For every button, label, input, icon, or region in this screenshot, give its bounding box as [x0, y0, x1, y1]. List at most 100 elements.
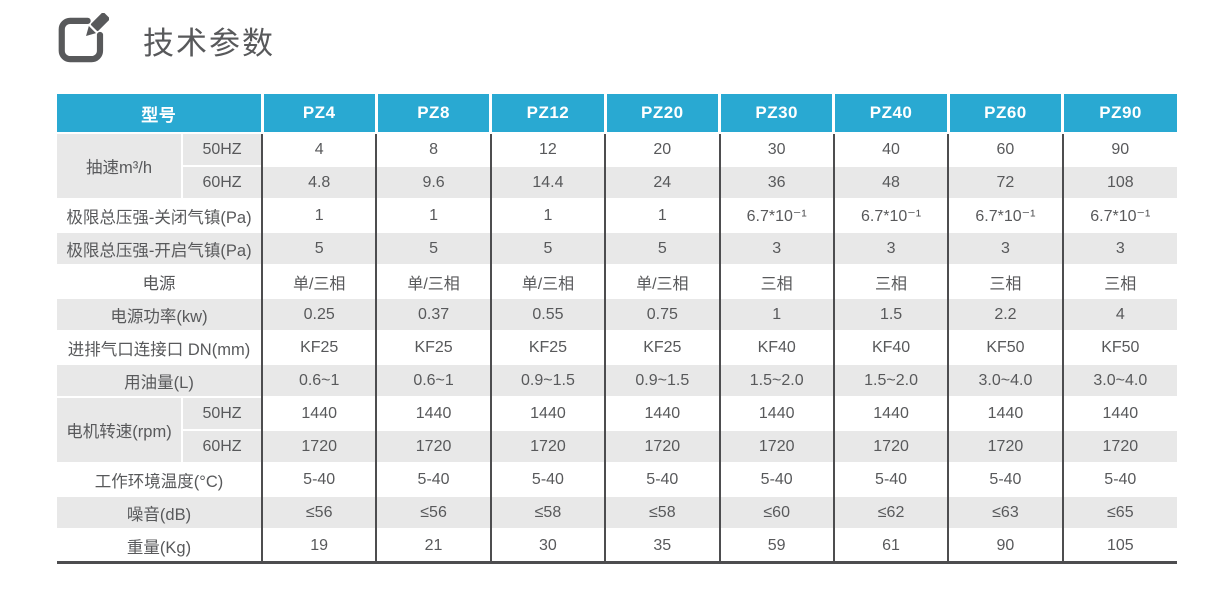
cell-pz60-row8: 1440: [947, 396, 1063, 430]
spec-table: 型号 PZ4 PZ8 PZ12 PZ20 PZ30 PZ40 PZ60 PZ90 抽速m³/h…: [57, 94, 1177, 564]
cell-pz4-row7: 0.6~1: [260, 363, 377, 397]
cell-pz8-row10: 5-40: [375, 462, 491, 496]
spec-row-3: 极限总压强-开启气镇(Pa) 5 5 5 5 3 3 3 3: [57, 231, 1177, 265]
spec-row-2: 极限总压强-关闭气镇(Pa) 1 1 1 1 6.7*10⁻¹ 6.7*10⁻¹ 6.7*10…: [57, 198, 1177, 232]
cell-pz30-row5: 1: [718, 297, 834, 331]
cell-pz60-row3: 3: [947, 231, 1063, 265]
cell-pz8-row9: 1720: [375, 429, 491, 463]
cell-pz90-row10: 5-40: [1061, 462, 1177, 496]
cell-pz20-row4: 单/三相: [604, 264, 720, 298]
cell-pz20-row2: 1: [604, 198, 720, 232]
cell-pz4-row8: 1440: [260, 396, 377, 430]
cell-pz90-row4: 三相: [1061, 264, 1177, 298]
cell-pz4-row3: 5: [260, 231, 377, 265]
cell-pz90-row11: ≤65: [1061, 495, 1177, 529]
cell-pz60-row11: ≤63: [947, 495, 1063, 529]
cell-pz8-row2: 1: [375, 198, 491, 232]
model-header-pz8: PZ8: [374, 94, 491, 133]
cell-pz40-row7: 1.5~2.0: [832, 363, 949, 397]
row-label: 电机转速(rpm): [57, 396, 182, 463]
cell-pz40-row8: 1440: [832, 396, 949, 430]
cell-pz90-row7: 3.0~4.0: [1061, 363, 1177, 397]
row-sublabel: 50HZ: [181, 396, 262, 430]
edit-pencil-icon: [55, 13, 109, 67]
cell-pz20-row9: 1720: [604, 429, 720, 463]
cell-pz30-row3: 3: [718, 231, 834, 265]
cell-pz90-row8: 1440: [1061, 396, 1177, 430]
spec-row-8: 电机转速(rpm) 50HZ 1440 1440 1440 1440 1440 1440 144…: [57, 396, 1177, 463]
cell-pz20-row0: 20: [604, 132, 720, 166]
cell-pz12-row11: ≤58: [489, 495, 606, 529]
model-column-header: 型号: [57, 94, 262, 133]
cell-pz60-row7: 3.0~4.0: [947, 363, 1063, 397]
spec-row-12: 重量(Kg) 19 21 30 35 59 61 90 105: [57, 528, 1177, 564]
cell-pz30-row7: 1.5~2.0: [718, 363, 834, 397]
cell-pz8-row1: 9.6: [375, 165, 491, 199]
model-header-pz20: PZ20: [603, 94, 720, 133]
cell-pz12-row5: 0.55: [489, 297, 606, 331]
model-header-pz12: PZ12: [489, 94, 606, 133]
cell-pz30-row11: ≤60: [718, 495, 834, 529]
cell-pz12-row8: 1440: [489, 396, 606, 430]
cell-pz20-row10: 5-40: [604, 462, 720, 496]
cell-pz12-row2: 1: [489, 198, 606, 232]
row-label: 工作环境温度(°C): [57, 462, 262, 496]
cell-pz12-row12: 30: [489, 528, 606, 564]
model-header-pz30: PZ30: [717, 94, 834, 133]
row-sublabel: 60HZ: [181, 429, 262, 463]
row-sublabel: 50HZ: [181, 132, 262, 166]
cell-pz60-row6: KF50: [947, 330, 1063, 364]
model-header-pz4: PZ4: [260, 94, 377, 133]
cell-pz12-row9: 1720: [489, 429, 606, 463]
cell-pz40-row11: ≤62: [832, 495, 949, 529]
cell-pz30-row10: 5-40: [718, 462, 834, 496]
cell-pz20-row6: KF25: [604, 330, 720, 364]
cell-pz4-row2: 1: [260, 198, 377, 232]
cell-pz20-row7: 0.9~1.5: [604, 363, 720, 397]
cell-pz40-row5: 1.5: [832, 297, 949, 331]
cell-pz90-row2: 6.7*10⁻¹: [1061, 198, 1177, 232]
cell-pz4-row0: 4: [260, 132, 377, 166]
spec-row-10: 工作环境温度(°C) 5-40 5-40 5-40 5-40 5-40 5-40 5-40 5-…: [57, 462, 1177, 496]
cell-pz4-row6: KF25: [260, 330, 377, 364]
table-header-row: 型号 PZ4 PZ8 PZ12 PZ20 PZ30 PZ40 PZ60 PZ90: [57, 94, 1177, 133]
cell-pz8-row12: 21: [375, 528, 491, 564]
cell-pz60-row12: 90: [947, 528, 1063, 564]
row-label: 重量(Kg): [57, 528, 262, 564]
spec-row-1: 60HZ 4.8 9.6 14.4 24 36 48 72 108: [57, 165, 1177, 199]
cell-pz40-row0: 40: [832, 132, 949, 166]
cell-pz20-row3: 5: [604, 231, 720, 265]
cell-pz4-row4: 单/三相: [260, 264, 377, 298]
cell-pz12-row6: KF25: [489, 330, 606, 364]
spec-table-body: 抽速m³/h 50HZ 4 8 12 20 30 40 60 90 60HZ 4.8 9.6 14.4 24…: [57, 132, 1177, 564]
cell-pz60-row10: 5-40: [947, 462, 1063, 496]
cell-pz60-row2: 6.7*10⁻¹: [947, 198, 1063, 232]
cell-pz40-row3: 3: [832, 231, 949, 265]
cell-pz40-row12: 61: [832, 528, 949, 564]
cell-pz90-row5: 4: [1061, 297, 1177, 331]
cell-pz40-row1: 48: [832, 165, 949, 199]
cell-pz12-row7: 0.9~1.5: [489, 363, 606, 397]
cell-pz40-row2: 6.7*10⁻¹: [832, 198, 949, 232]
row-label: 电源功率(kw): [57, 297, 262, 331]
cell-pz8-row5: 0.37: [375, 297, 491, 331]
cell-pz40-row9: 1720: [832, 429, 949, 463]
model-header-pz40: PZ40: [832, 94, 949, 133]
cell-pz90-row3: 3: [1061, 231, 1177, 265]
cell-pz30-row4: 三相: [718, 264, 834, 298]
cell-pz90-row9: 1720: [1061, 429, 1177, 463]
cell-pz4-row9: 1720: [260, 429, 377, 463]
cell-pz30-row8: 1440: [718, 396, 834, 430]
cell-pz12-row10: 5-40: [489, 462, 606, 496]
cell-pz12-row0: 12: [489, 132, 606, 166]
cell-pz60-row5: 2.2: [947, 297, 1063, 331]
cell-pz90-row0: 90: [1061, 132, 1177, 166]
cell-pz90-row6: KF50: [1061, 330, 1177, 364]
cell-pz20-row12: 35: [604, 528, 720, 564]
cell-pz30-row1: 36: [718, 165, 834, 199]
cell-pz4-row1: 4.8: [260, 165, 377, 199]
cell-pz8-row7: 0.6~1: [375, 363, 491, 397]
model-header-pz60: PZ60: [946, 94, 1063, 133]
cell-pz40-row10: 5-40: [832, 462, 949, 496]
